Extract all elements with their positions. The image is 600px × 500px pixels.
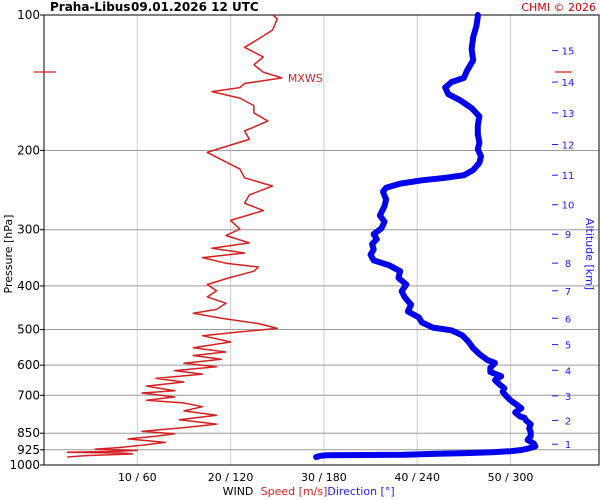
altitude-axis-title: Altitude [km] <box>583 218 596 290</box>
pressure-tick-label-1: 200 <box>17 143 40 157</box>
direction-series-line <box>313 12 539 460</box>
plot-frame <box>43 14 600 466</box>
altitude-tick-label-5: 6 <box>565 314 571 325</box>
altitude-tick-label-2: 3 <box>565 392 571 403</box>
altitude-tick-label-11: 12 <box>562 141 575 152</box>
sounding-datetime: 09.01.2026 12 UTC <box>131 0 259 14</box>
altitude-tick-label-14: 15 <box>562 47 575 58</box>
pressure-tick-label-7: 850 <box>17 426 40 440</box>
wind-tick-label-3: 40 / 240 <box>394 471 440 484</box>
pressure-tick-label-9: 1000 <box>9 458 40 472</box>
pressure-tick-label-2: 300 <box>17 223 40 237</box>
x-axis-title: WIND <box>223 485 254 498</box>
pressure-tick-label-5: 600 <box>17 358 40 372</box>
pressure-tick-label-8: 925 <box>17 443 40 457</box>
wind-tick-label-4: 50 / 300 <box>488 471 534 484</box>
series-layer <box>66 12 539 460</box>
altitude-tick-label-6: 7 <box>565 287 571 298</box>
altitude-tick-label-10: 11 <box>562 171 575 182</box>
wind-axis: 10 / 60 20 / 120 30 / 180 40 / 240 50 / 300 <box>118 471 533 484</box>
wind-tick-label-2: 30 / 180 <box>301 471 347 484</box>
copyright-text: CHMI © 2026 <box>521 1 596 14</box>
legend-direction: Direction [°] <box>327 485 394 498</box>
pressure-tick-label-0: 100 <box>17 8 40 22</box>
altitude-tick-label-0: 1 <box>565 440 571 451</box>
altitude-tick-label-7: 8 <box>565 259 571 270</box>
altitude-tick-label-9: 10 <box>562 201 575 212</box>
altitude-tick-label-1: 2 <box>565 416 571 427</box>
pressure-axis-title: Pressure [hPa] <box>2 215 15 294</box>
pressure-tick-label-3: 400 <box>17 279 40 293</box>
mxws-annotation: MXWS <box>288 72 323 85</box>
pressure-tick-label-4: 500 <box>17 323 40 337</box>
legend-speed: Speed [m/s] <box>261 485 328 498</box>
speed-series-line <box>66 14 283 458</box>
altitude-tick-label-13: 14 <box>562 78 575 89</box>
altitude-tick-label-12: 13 <box>562 109 575 120</box>
altitude-tick-label-8: 9 <box>565 230 571 241</box>
wind-tick-label-1: 20 / 120 <box>208 471 254 484</box>
pressure-tick-label-6: 700 <box>17 388 40 402</box>
altitude-tick-label-3: 4 <box>565 366 571 377</box>
wind-tick-label-0: 10 / 60 <box>118 471 157 484</box>
station-name: Praha-Libus <box>50 0 130 14</box>
altitude-tick-label-4: 5 <box>565 341 571 352</box>
